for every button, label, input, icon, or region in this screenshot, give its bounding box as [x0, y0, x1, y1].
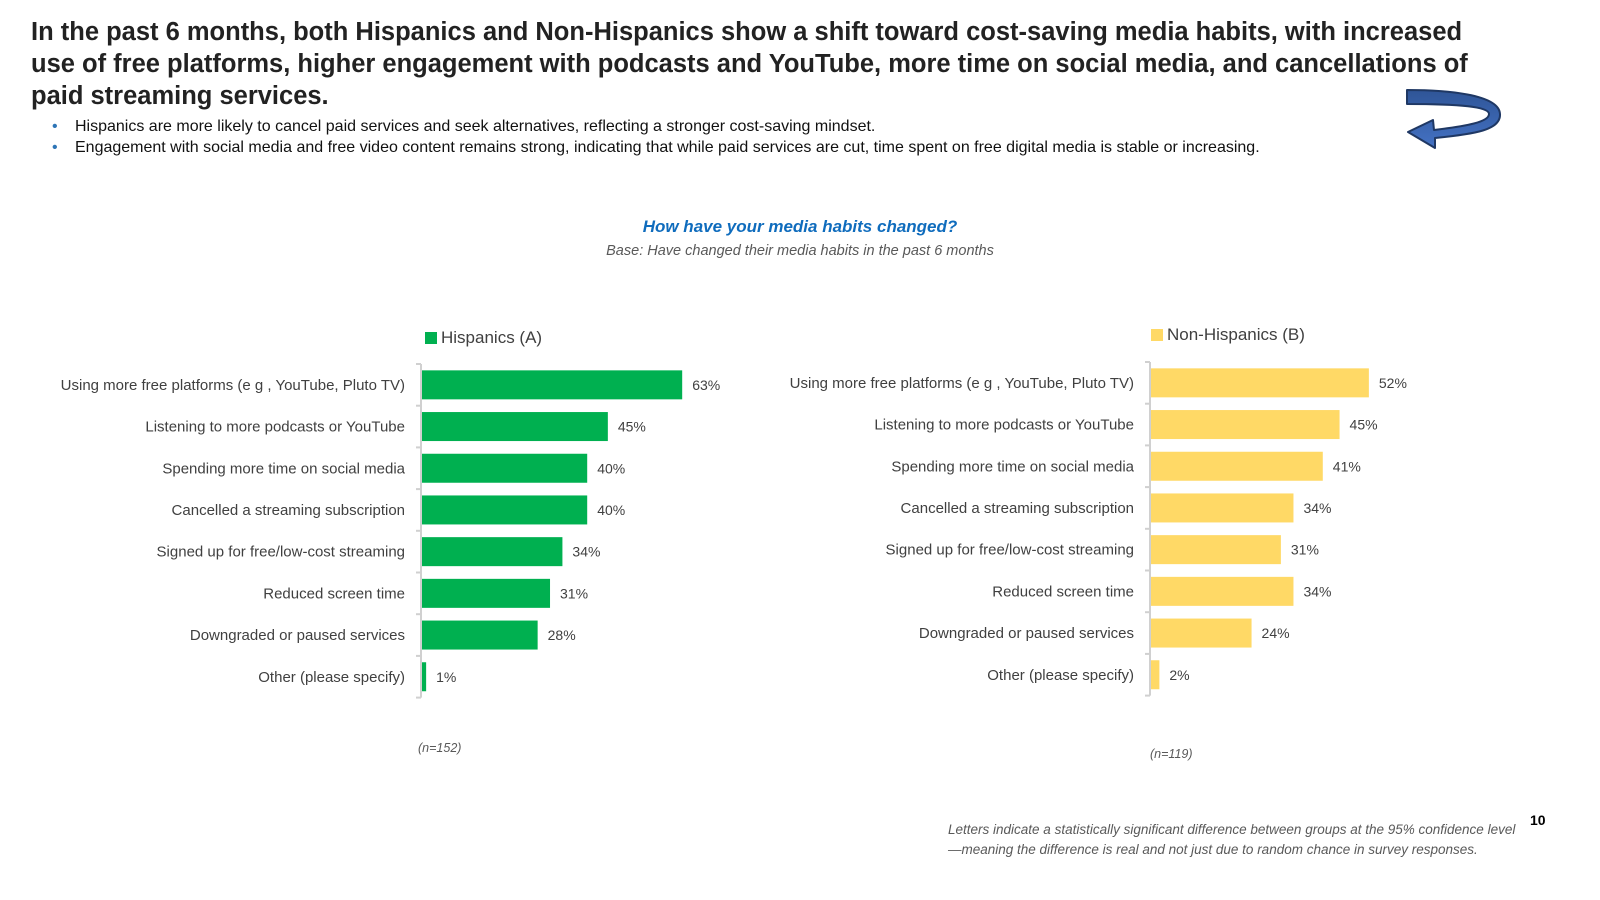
data-label: 40%: [597, 460, 625, 476]
bullet-icon: •: [52, 139, 58, 156]
bullet-text: Engagement with social media and free vi…: [75, 139, 1260, 156]
bullet-item: • Hispanics are more likely to cancel pai…: [52, 116, 1272, 137]
data-label: 31%: [1291, 542, 1319, 558]
data-label: 34%: [572, 544, 600, 560]
bullet-item: • Engagement with social media and free v…: [52, 137, 1272, 158]
legend-swatch-non-hispanics: [1151, 329, 1163, 341]
category-label: Listening to more podcasts or YouTube: [874, 417, 1134, 434]
question-title: How have your media habits changed?: [642, 217, 958, 236]
bar: [422, 412, 608, 442]
curved-return-arrow-icon: [1406, 89, 1502, 149]
legend-non-hispanics: Non-Hispanics (B): [1151, 325, 1305, 345]
data-label: 40%: [597, 502, 625, 518]
category-label: Downgraded or paused services: [190, 627, 405, 644]
bullet-text: Hispanics are more likely to cancel paid…: [75, 118, 876, 135]
bar: [1151, 493, 1294, 523]
data-label: 41%: [1333, 458, 1361, 474]
category-label: Downgraded or paused services: [919, 625, 1134, 642]
category-label: Reduced screen time: [263, 585, 405, 602]
bar: [422, 537, 563, 567]
bar: [422, 620, 538, 650]
legend-label-hispanics: Hispanics (A): [441, 328, 543, 347]
slide-headline: In the past 6 months, both Hispanics and…: [31, 18, 1468, 110]
data-label: 63%: [692, 377, 720, 393]
footnote: Letters indicate a statistically signifi…: [948, 822, 1516, 857]
category-label: Signed up for free/low-cost streaming: [886, 542, 1134, 559]
category-label: Other (please specify): [258, 669, 405, 686]
bar: [422, 453, 588, 483]
category-label: Cancelled a streaming subscription: [901, 500, 1134, 517]
legend-label-non-hispanics: Non-Hispanics (B): [1167, 325, 1305, 344]
bar: [422, 495, 588, 525]
category-label: Listening to more podcasts or YouTube: [145, 419, 405, 436]
category-label: Other (please specify): [987, 667, 1134, 684]
question-base: Base: Have changed their media habits in…: [606, 243, 994, 259]
bar: [422, 578, 551, 608]
bar: [1151, 618, 1252, 648]
chart-panel-non-hispanics: Using more free platforms (e g , YouTube…: [790, 361, 1407, 697]
bar: [1151, 535, 1281, 565]
bar: [422, 662, 427, 692]
bar: [1151, 660, 1160, 690]
data-label: 24%: [1262, 625, 1290, 641]
category-label: Reduced screen time: [992, 583, 1134, 600]
bar: [1151, 451, 1323, 481]
legend-swatch-hispanics: [425, 332, 437, 344]
bullet-icon: •: [52, 118, 58, 135]
data-label: 28%: [548, 627, 576, 643]
bar: [1151, 576, 1294, 606]
data-label: 45%: [1350, 417, 1378, 433]
data-label: 2%: [1169, 667, 1189, 683]
category-label: Spending more time on social media: [162, 460, 405, 477]
category-label: Cancelled a streaming subscription: [172, 502, 405, 519]
bullet-list: • Hispanics are more likely to cancel pai…: [52, 116, 1272, 158]
category-label: Using more free platforms (e g , YouTube…: [61, 377, 405, 394]
bar: [422, 370, 683, 400]
category-label: Using more free platforms (e g , YouTube…: [790, 375, 1134, 392]
bar: [1151, 368, 1369, 398]
category-label: Spending more time on social media: [891, 458, 1134, 475]
data-label: 34%: [1303, 500, 1331, 516]
data-label: 1%: [436, 669, 456, 685]
data-label: 52%: [1379, 375, 1407, 391]
sample-size-hispanics: (n=152): [418, 741, 462, 755]
legend-hispanics: Hispanics (A): [425, 328, 542, 348]
data-label: 45%: [618, 419, 646, 435]
data-label: 34%: [1303, 583, 1331, 599]
sample-size-non-hispanics: (n=119): [1150, 747, 1193, 761]
data-label: 31%: [560, 585, 588, 601]
category-label: Signed up for free/low-cost streaming: [157, 544, 405, 561]
chart-panel-hispanics: Using more free platforms (e g , YouTube…: [61, 363, 720, 699]
page-number: 10: [1530, 812, 1546, 828]
bar: [1151, 410, 1340, 440]
